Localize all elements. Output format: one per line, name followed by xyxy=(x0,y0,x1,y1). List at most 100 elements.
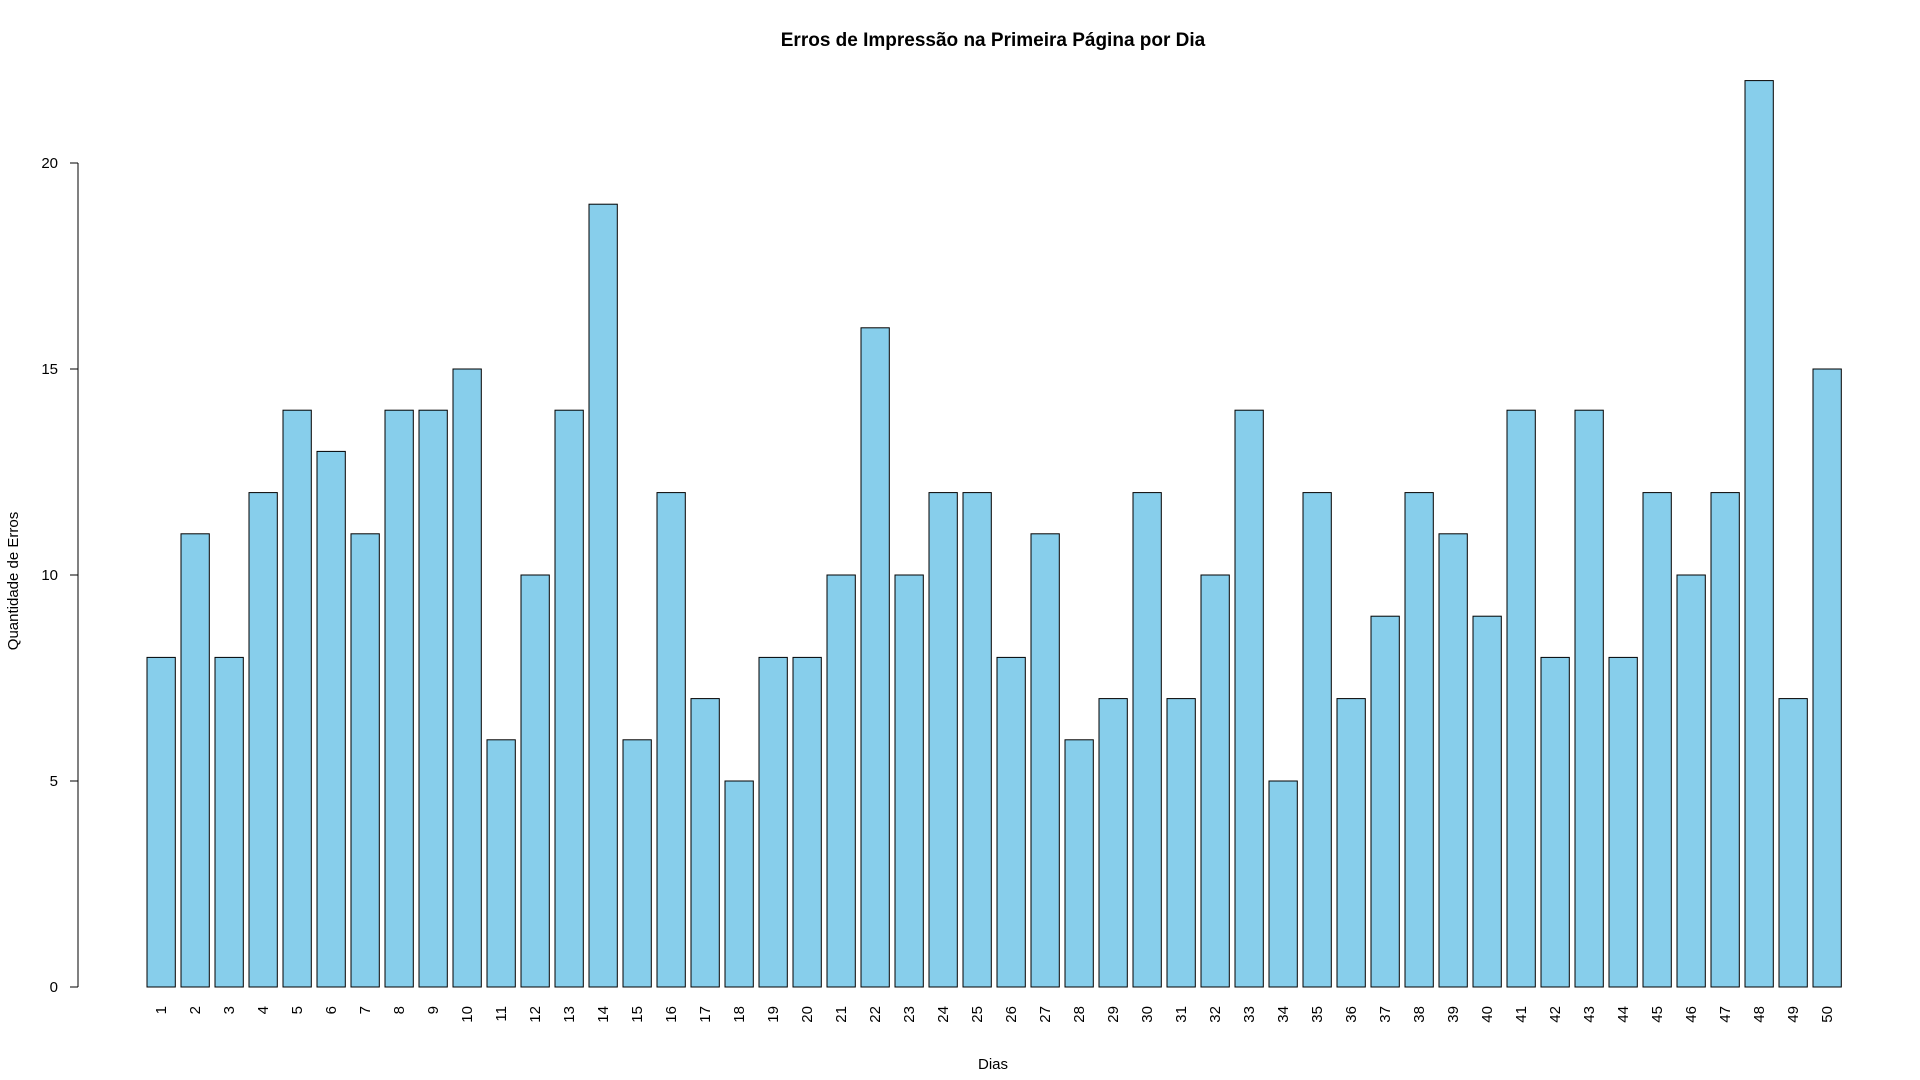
bar-day-27 xyxy=(1030,533,1060,988)
bar-day-6 xyxy=(316,450,346,988)
x-tick-label: 5 xyxy=(289,1006,306,1014)
bar-day-47 xyxy=(1710,492,1740,988)
bar-day-5 xyxy=(282,409,312,988)
bar-day-33 xyxy=(1234,409,1264,988)
x-tick-label: 4 xyxy=(255,1006,272,1014)
bar-day-50 xyxy=(1812,368,1842,988)
bar-day-31 xyxy=(1166,698,1196,988)
bar-day-11 xyxy=(486,739,516,988)
x-tick-label: 39 xyxy=(1445,1006,1462,1023)
bar-day-1 xyxy=(146,656,176,988)
bar-day-37 xyxy=(1370,615,1400,988)
x-tick-label: 19 xyxy=(765,1006,782,1023)
bar-day-2 xyxy=(180,533,210,988)
bar-day-45 xyxy=(1642,492,1672,988)
bar-day-15 xyxy=(622,739,652,988)
x-tick-label: 8 xyxy=(391,1006,408,1014)
x-tick-label: 14 xyxy=(595,1006,612,1023)
x-tick-label: 6 xyxy=(323,1006,340,1014)
x-tick-label: 23 xyxy=(901,1006,918,1023)
x-tick-label: 33 xyxy=(1241,1006,1258,1023)
x-tick-label: 40 xyxy=(1479,1006,1496,1023)
bar-day-29 xyxy=(1098,698,1128,988)
bar-day-8 xyxy=(384,409,414,988)
bar-day-16 xyxy=(656,492,686,988)
bar-day-7 xyxy=(350,533,380,988)
x-tick-label: 7 xyxy=(357,1006,374,1014)
x-tick-label: 30 xyxy=(1139,1006,1156,1023)
x-tick-label: 21 xyxy=(833,1006,850,1023)
bar-day-22 xyxy=(860,327,890,988)
x-tick-label: 2 xyxy=(187,1006,204,1014)
x-tick-label: 37 xyxy=(1377,1006,1394,1023)
x-tick-label: 22 xyxy=(867,1006,884,1023)
bar-day-21 xyxy=(826,574,856,988)
bar-day-18 xyxy=(724,780,754,988)
x-tick-label: 13 xyxy=(561,1006,578,1023)
bar-day-30 xyxy=(1132,492,1162,988)
x-tick-label: 42 xyxy=(1547,1006,1564,1023)
x-tick-label: 36 xyxy=(1343,1006,1360,1023)
y-tick-label: 10 xyxy=(41,567,58,584)
bar-day-46 xyxy=(1676,574,1706,988)
x-tick-label: 29 xyxy=(1105,1006,1122,1023)
x-tick-label: 20 xyxy=(799,1006,816,1023)
y-axis-label: Quantidade de Erros xyxy=(5,512,22,650)
bar-day-4 xyxy=(248,492,278,988)
x-tick-label: 48 xyxy=(1751,1006,1768,1023)
y-axis-ticks: 0 5 10 15 20 xyxy=(41,155,78,996)
x-axis-label: Dias xyxy=(978,1056,1008,1073)
x-tick-label: 17 xyxy=(697,1006,714,1023)
x-tick-label: 32 xyxy=(1207,1006,1224,1023)
bar-day-23 xyxy=(894,574,924,988)
x-tick-label: 26 xyxy=(1003,1006,1020,1023)
x-tick-label: 49 xyxy=(1785,1006,1802,1023)
bar-day-20 xyxy=(792,656,822,988)
chart-title: Erros de Impressão na Primeira Página po… xyxy=(781,30,1206,51)
x-tick-label: 9 xyxy=(425,1006,442,1014)
bar-day-42 xyxy=(1540,656,1570,988)
bar-day-13 xyxy=(554,409,584,988)
bar-day-39 xyxy=(1438,533,1468,988)
y-tick-label: 5 xyxy=(50,773,58,790)
x-tick-label: 43 xyxy=(1581,1006,1598,1023)
x-tick-label: 41 xyxy=(1513,1006,1530,1023)
x-tick-label: 31 xyxy=(1173,1006,1190,1023)
bar-day-49 xyxy=(1778,698,1808,988)
y-tick-label: 20 xyxy=(41,155,58,172)
bar-day-38 xyxy=(1404,492,1434,988)
x-tick-label: 45 xyxy=(1649,1006,1666,1023)
bar-day-14 xyxy=(588,203,618,988)
bar-day-36 xyxy=(1336,698,1366,988)
bar-day-3 xyxy=(214,656,244,988)
x-tick-label: 28 xyxy=(1071,1006,1088,1023)
bar-day-24 xyxy=(928,492,958,988)
bar-day-28 xyxy=(1064,739,1094,988)
bar-day-9 xyxy=(418,409,448,988)
x-tick-label: 38 xyxy=(1411,1006,1428,1023)
bars-group xyxy=(146,80,1842,988)
x-tick-label: 47 xyxy=(1717,1006,1734,1023)
x-tick-label: 25 xyxy=(969,1006,986,1023)
bar-day-48 xyxy=(1744,80,1774,988)
x-tick-label: 1 xyxy=(153,1006,170,1014)
y-tick-label: 15 xyxy=(41,361,58,378)
x-tick-label: 50 xyxy=(1819,1006,1836,1023)
x-tick-label: 27 xyxy=(1037,1006,1054,1023)
x-axis-tick-labels: 1 2 3 4 5 6 7 8 9 10 11 12 13 14 15 16 17 18 19 20 21 22 23 24 2… xyxy=(153,1006,1836,1023)
bar-day-12 xyxy=(520,574,550,988)
x-tick-label: 46 xyxy=(1683,1006,1700,1023)
x-tick-label: 12 xyxy=(527,1006,544,1023)
x-tick-label: 44 xyxy=(1615,1006,1632,1023)
x-tick-label: 3 xyxy=(221,1006,238,1014)
bar-day-40 xyxy=(1472,615,1502,988)
bar-day-35 xyxy=(1302,492,1332,988)
bar-day-26 xyxy=(996,656,1026,988)
bar-day-34 xyxy=(1268,780,1298,988)
y-tick-label: 0 xyxy=(50,979,58,996)
x-tick-label: 18 xyxy=(731,1006,748,1023)
bar-day-41 xyxy=(1506,409,1536,988)
bar-day-19 xyxy=(758,656,788,988)
bar-day-25 xyxy=(962,492,992,988)
